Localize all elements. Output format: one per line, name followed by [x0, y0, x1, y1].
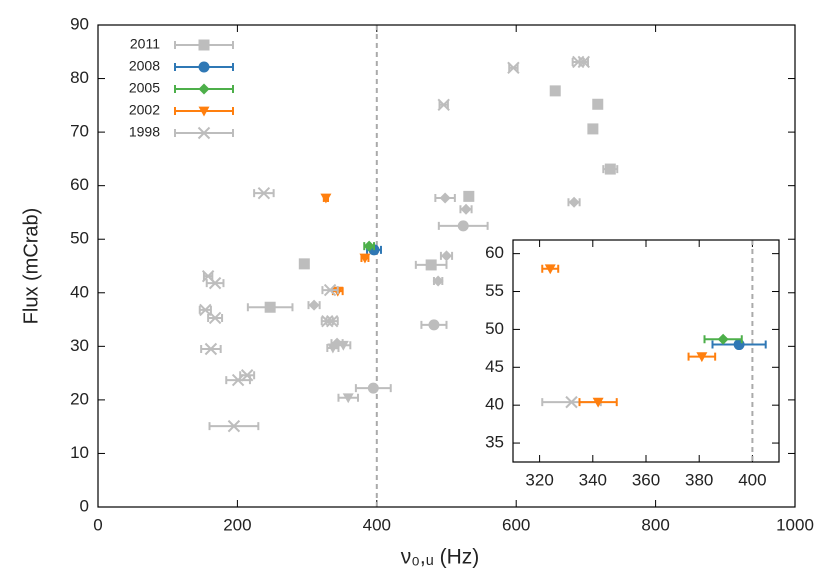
y-tick-label: 10 — [70, 443, 89, 462]
y-tick-label: 55 — [485, 281, 504, 300]
x-tick-label: 600 — [502, 515, 530, 534]
point — [457, 220, 469, 232]
x-axis-label: ν₀,ᵤ (Hz) — [401, 546, 480, 569]
plot-frame — [97, 24, 796, 508]
point — [696, 352, 708, 363]
x-tick-label: 1000 — [776, 515, 814, 534]
x-tick-label: 320 — [525, 470, 553, 489]
legend-label: 2002 — [129, 102, 160, 118]
point — [439, 192, 451, 204]
y-tick-label: 70 — [70, 122, 89, 141]
point — [367, 382, 379, 394]
point — [592, 397, 604, 408]
plot-frame — [512, 239, 780, 463]
legend-marker — [198, 61, 210, 73]
point — [264, 301, 276, 313]
x-tick-label: 340 — [579, 470, 607, 489]
point — [231, 373, 245, 387]
y-axis-label: Flux (mCrab) — [20, 208, 42, 325]
point — [572, 55, 585, 69]
legend-label: 2005 — [129, 80, 160, 96]
legend-marker — [197, 126, 211, 140]
x-tick-label: 360 — [632, 470, 660, 489]
y-tick-label: 40 — [485, 395, 504, 414]
point — [359, 253, 371, 264]
legend-marker — [198, 39, 210, 51]
point — [428, 319, 440, 331]
legend-label: 2008 — [129, 58, 160, 74]
y-tick-label: 30 — [70, 336, 89, 355]
point — [507, 61, 520, 75]
point — [331, 337, 343, 349]
legend-label: 1998 — [129, 124, 160, 140]
point — [587, 123, 599, 135]
point — [717, 333, 729, 345]
y-tick-label: 20 — [70, 389, 89, 408]
x-tick-label: 200 — [223, 515, 251, 534]
y-tick-label: 90 — [70, 14, 89, 33]
y-tick-label: 80 — [70, 68, 89, 87]
point — [320, 193, 332, 204]
x-tick-label: 0 — [93, 515, 102, 534]
point — [604, 163, 616, 175]
point — [308, 299, 320, 311]
x-tick-label: 800 — [641, 515, 669, 534]
point — [565, 395, 578, 409]
point — [425, 259, 437, 271]
y-tick-label: 60 — [70, 175, 89, 194]
y-tick-label: 50 — [70, 229, 89, 248]
point — [577, 55, 591, 69]
point — [437, 98, 450, 112]
y-tick-label: 40 — [70, 282, 89, 301]
point — [568, 196, 580, 208]
y-tick-label: 60 — [485, 243, 504, 262]
x-tick-label: 380 — [685, 470, 713, 489]
point — [432, 275, 444, 287]
x-tick-label: 400 — [738, 470, 766, 489]
legend-marker — [198, 106, 210, 117]
y-tick-label: 0 — [80, 496, 89, 515]
point — [592, 98, 604, 110]
point — [342, 393, 354, 404]
point — [298, 258, 310, 270]
point — [460, 203, 472, 215]
inset-background — [513, 240, 779, 462]
point — [325, 314, 339, 328]
point — [208, 276, 222, 290]
point — [544, 264, 556, 275]
x-tick-label: 400 — [363, 515, 391, 534]
y-tick-label: 45 — [485, 357, 504, 376]
point — [199, 303, 212, 317]
point — [323, 283, 337, 297]
point — [227, 419, 241, 433]
y-tick-label: 35 — [485, 433, 504, 452]
point — [208, 311, 222, 325]
point — [733, 339, 745, 351]
point — [549, 85, 561, 97]
point — [463, 190, 475, 202]
legend-label: 2011 — [130, 36, 160, 52]
point — [257, 186, 271, 200]
point — [204, 342, 218, 356]
y-tick-label: 50 — [485, 319, 504, 338]
point — [441, 250, 452, 262]
point — [363, 240, 375, 252]
legend-marker — [198, 83, 210, 95]
